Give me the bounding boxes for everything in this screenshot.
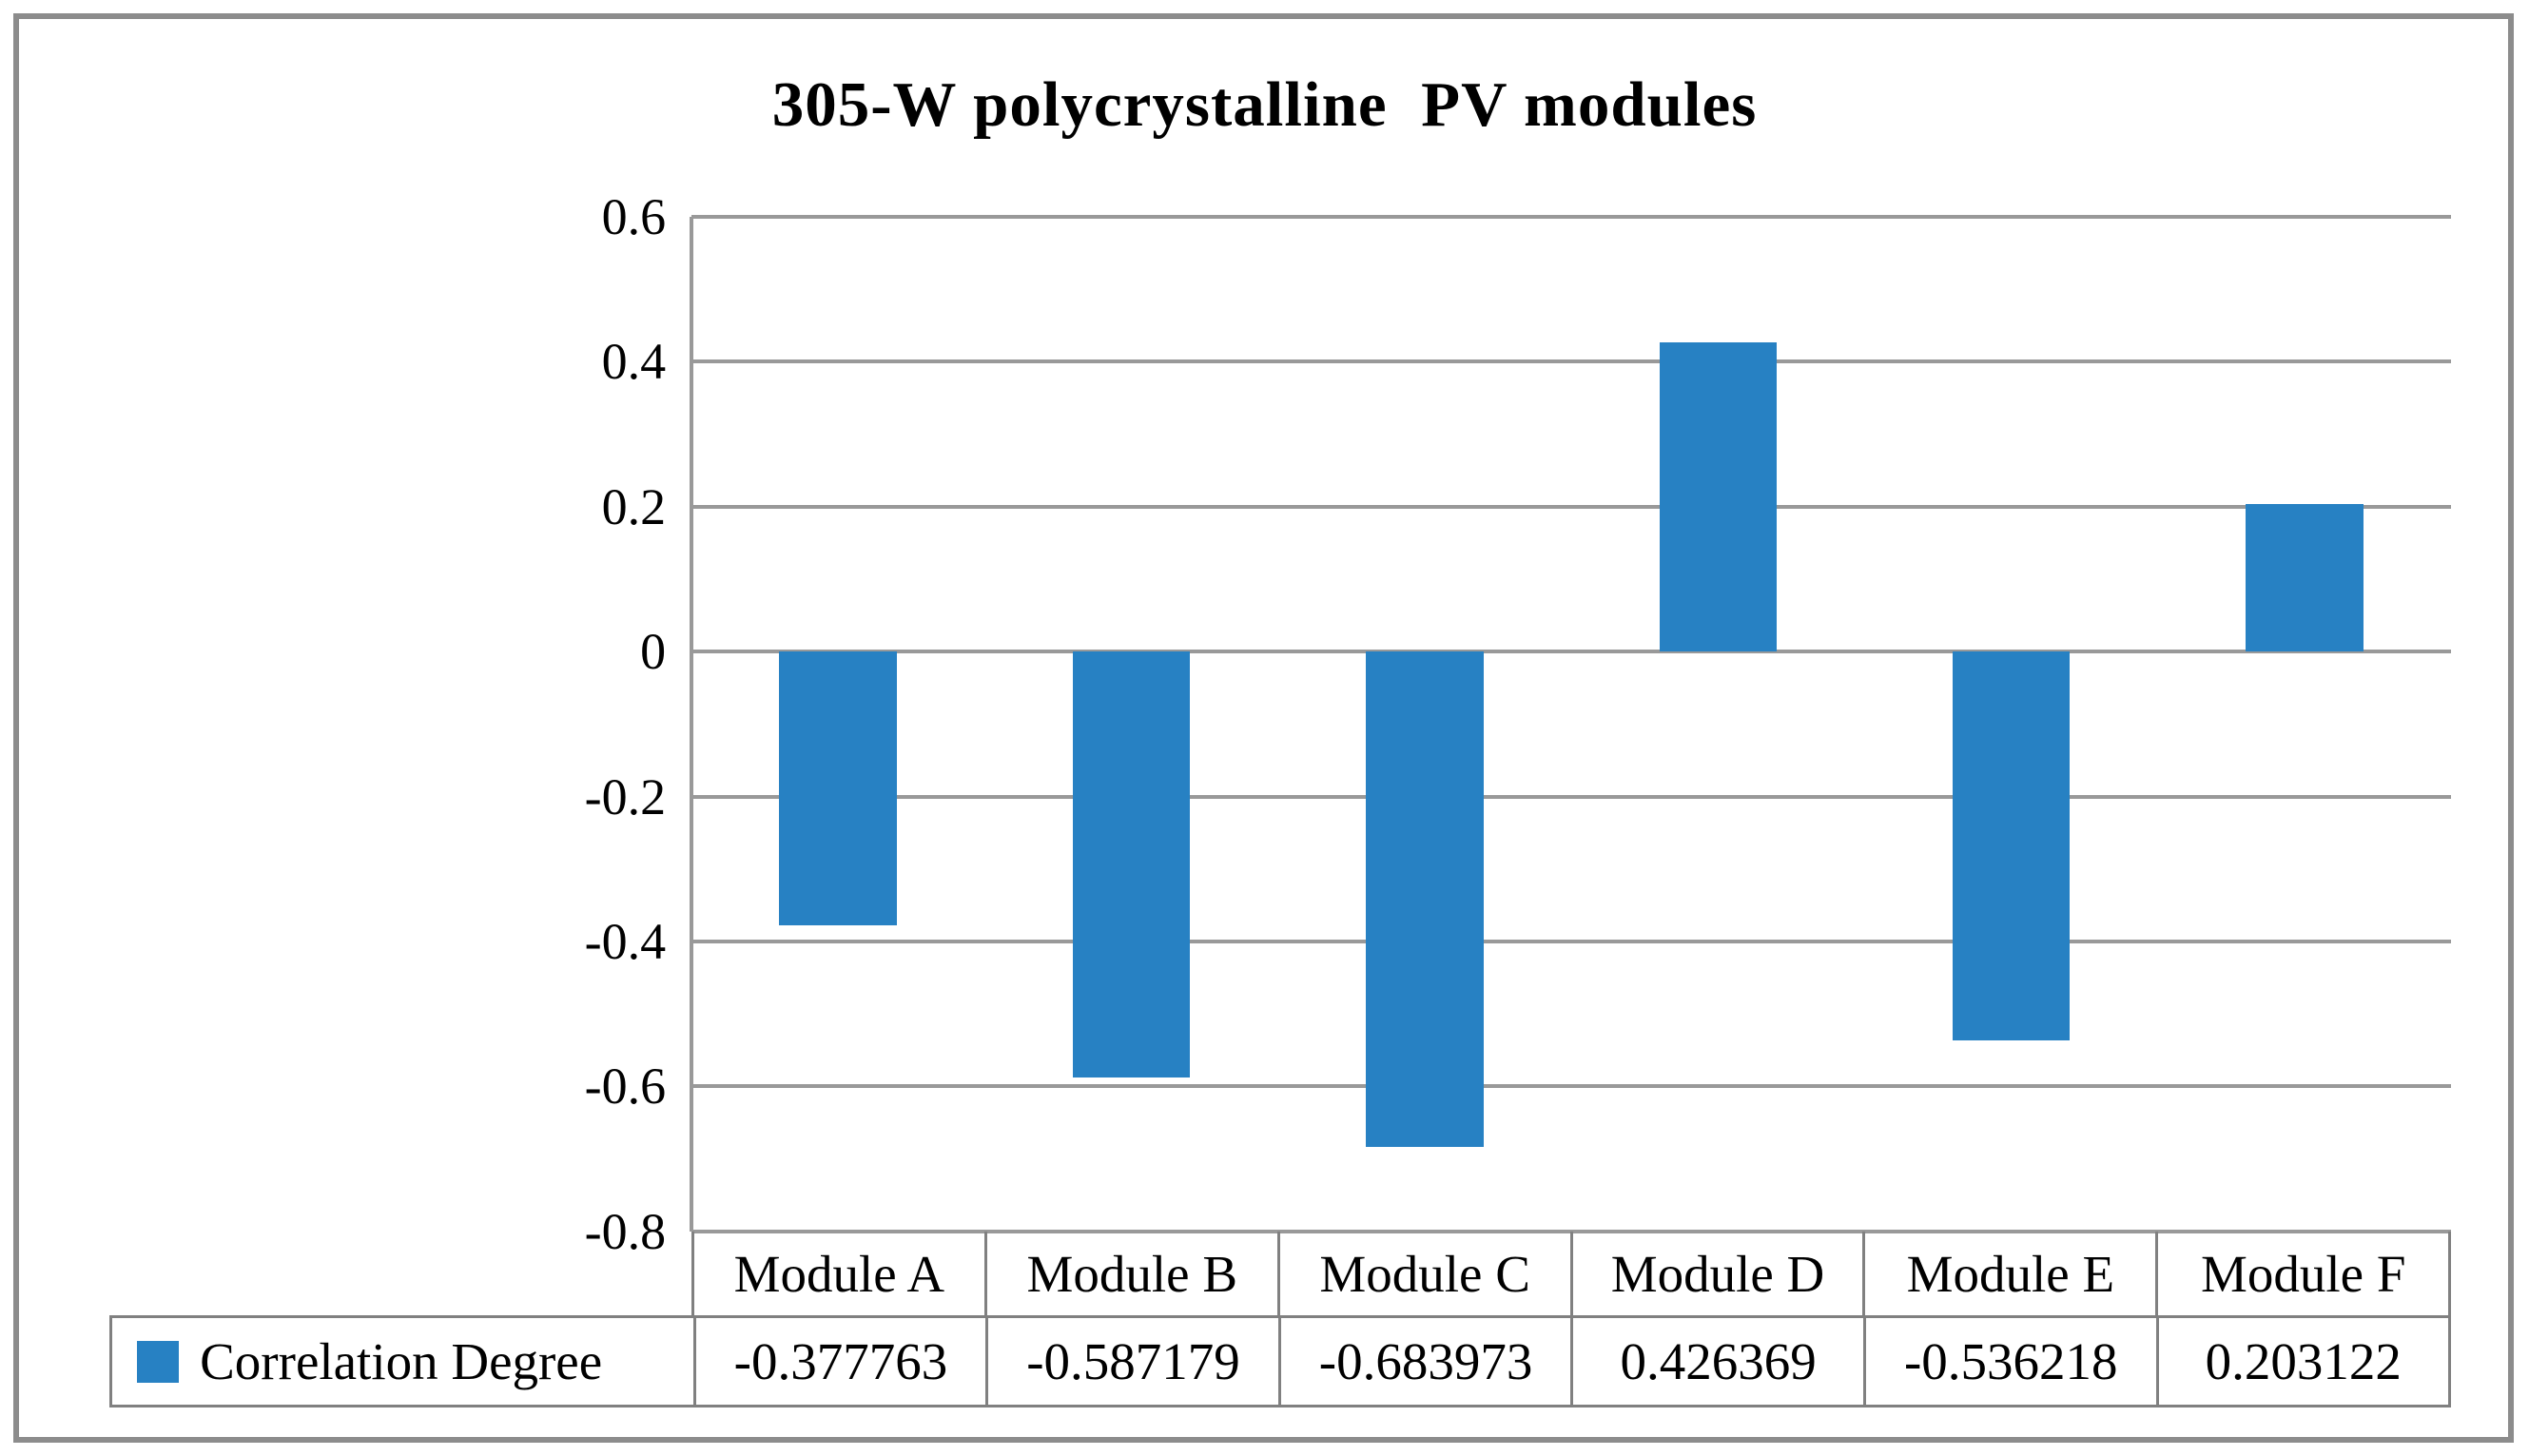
gridline-y--0.4 — [691, 940, 2452, 944]
category-header-module-c: Module C — [1276, 1232, 1570, 1316]
y-axis-tick-labels: 0.6 0.4 0.2 0 -0.2 -0.4 -0.6 -0.8 — [0, 191, 667, 1257]
category-header-module-d: Module D — [1569, 1232, 1863, 1316]
bar-module-c — [1366, 651, 1484, 1148]
value-cell-module-c: -0.683973 — [1277, 1318, 1571, 1406]
y-tick-label-0.6: 0.6 — [601, 187, 667, 245]
y-tick-label-0.2: 0.2 — [601, 477, 667, 535]
category-header-module-b: Module B — [983, 1232, 1277, 1316]
legend-swatch-icon — [137, 1340, 180, 1383]
y-tick-label--0.2: -0.2 — [584, 767, 667, 825]
value-cell-module-f: 0.203122 — [2155, 1318, 2449, 1406]
legend-cell: Correlation Degree — [112, 1318, 693, 1405]
value-cell-module-a: -0.377763 — [692, 1318, 986, 1406]
y-tick-label-0.4: 0.4 — [601, 333, 667, 391]
legend-label: Correlation Degree — [200, 1332, 603, 1391]
gridline-y--0.2 — [691, 794, 2452, 799]
chart-title: 305-W polycrystalline PV modules — [771, 69, 1758, 140]
bar-module-e — [1952, 651, 2071, 1040]
category-header-module-f: Module F — [2155, 1232, 2452, 1316]
value-cell-module-d: 0.426369 — [1570, 1318, 1863, 1406]
gridline-y-0.6 — [691, 214, 2452, 219]
bar-module-f — [2246, 504, 2364, 652]
value-cell-module-b: -0.587179 — [985, 1318, 1278, 1406]
y-tick-label--0.8: -0.8 — [584, 1202, 667, 1260]
plot-area — [689, 214, 2452, 1233]
bar-module-a — [779, 651, 897, 926]
data-table-row: Correlation Degree -0.377763 -0.587179 -0.… — [109, 1315, 2452, 1408]
category-header-module-e: Module E — [1862, 1232, 2155, 1316]
gridline-y--0.8 — [691, 1229, 2452, 1233]
y-axis-line — [689, 216, 693, 1232]
gridline-y--0.6 — [691, 1084, 2452, 1089]
category-header-row: Module A Module B Module C Module D Module E… — [691, 1232, 2452, 1316]
gridline-y-0.2 — [691, 504, 2452, 509]
gridline-y-0.4 — [691, 359, 2452, 364]
figure-border-frame — [13, 13, 2514, 1443]
y-tick-label--0.6: -0.6 — [584, 1058, 667, 1116]
y-tick-label-0: 0 — [640, 623, 667, 681]
y-tick-label--0.4: -0.4 — [584, 913, 667, 971]
category-header-module-a: Module A — [691, 1232, 984, 1316]
gridline-y-0 — [691, 650, 2452, 654]
value-cell-module-e: -0.536218 — [1862, 1318, 2156, 1406]
bar-module-b — [1072, 651, 1191, 1077]
bar-module-d — [1659, 342, 1777, 652]
